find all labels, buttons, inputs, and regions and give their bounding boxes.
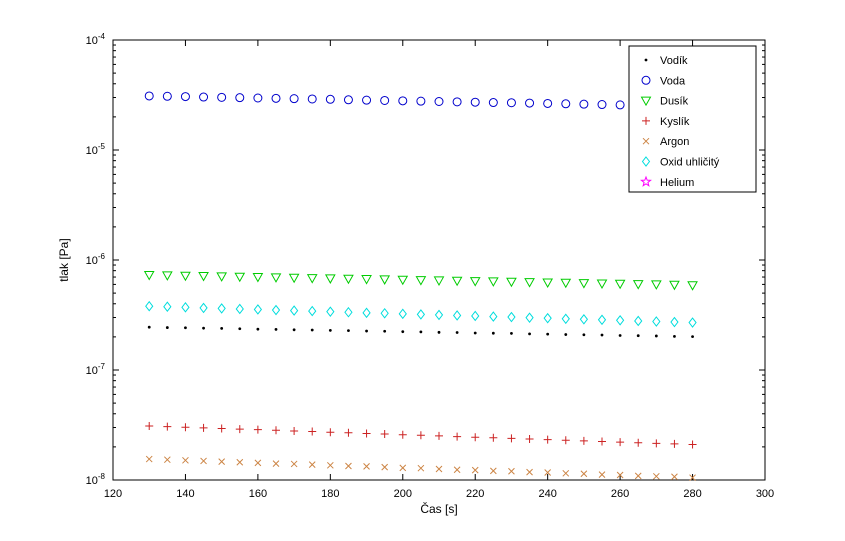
- legend-entry-oxid-uhlicity: Oxid uhličitý: [641, 156, 720, 169]
- series-vodik: [147, 325, 694, 339]
- legend-box[interactable]: [628, 45, 757, 193]
- series-dusik: [143, 271, 698, 291]
- axes: 120 140 160 180 200 220 240 260 280 300 10-8 10-7 10…: [57, 32, 774, 516]
- legend-label: Kyslík: [660, 116, 690, 128]
- series-kyslik: [145, 421, 697, 449]
- legend-entry-vodik: Vodík: [644, 55, 688, 67]
- legend-entry-helium: Helium: [640, 175, 694, 189]
- x-tick-label: 220: [466, 488, 484, 500]
- legend-label: Helium: [660, 177, 694, 189]
- legend-label: Vodík: [660, 55, 688, 67]
- y-tick-label: 10-6: [86, 252, 106, 267]
- legend-label: Oxid uhličitý: [660, 157, 720, 169]
- x-tick-label: 160: [249, 488, 267, 500]
- x-tick-label: 260: [611, 488, 629, 500]
- y-tick-label: 10-8: [86, 472, 106, 487]
- legend-label: Voda: [660, 75, 686, 87]
- x-axis: 120 140 160 180 200 220 240 260 280 300: [104, 40, 774, 500]
- legend-entry-dusik: Dusík: [640, 96, 689, 108]
- legend-entry-voda: Voda: [641, 75, 686, 87]
- y-tick-label: 10-4: [86, 32, 106, 47]
- y-tick-label: 10-5: [86, 142, 106, 157]
- series-oxid-uhlicity: [145, 300, 697, 328]
- series-voda: [144, 91, 698, 111]
- y-tick-label: 10-7: [86, 362, 106, 377]
- x-tick-label: 240: [538, 488, 556, 500]
- x-tick-label: 120: [104, 488, 122, 500]
- legend-label: Argon: [660, 136, 689, 148]
- x-axis-label: Čas [s]: [420, 501, 457, 516]
- legend-label: Dusík: [660, 96, 689, 108]
- x-tick-label: 200: [394, 488, 412, 500]
- legend-entry-kyslik: Kyslík: [642, 116, 690, 128]
- legend-entry-argon: Argon: [642, 136, 689, 148]
- x-tick-label: 140: [176, 488, 194, 500]
- x-tick-label: 300: [756, 488, 774, 500]
- x-tick-label: 280: [683, 488, 701, 500]
- y-axis-label: tlak [Pa]: [57, 238, 71, 281]
- series-argon: [145, 455, 696, 482]
- x-tick-label: 180: [321, 488, 339, 500]
- legend: Vodík Voda Dusík Kyslík Argon Oxid uhličitý He…: [628, 45, 757, 193]
